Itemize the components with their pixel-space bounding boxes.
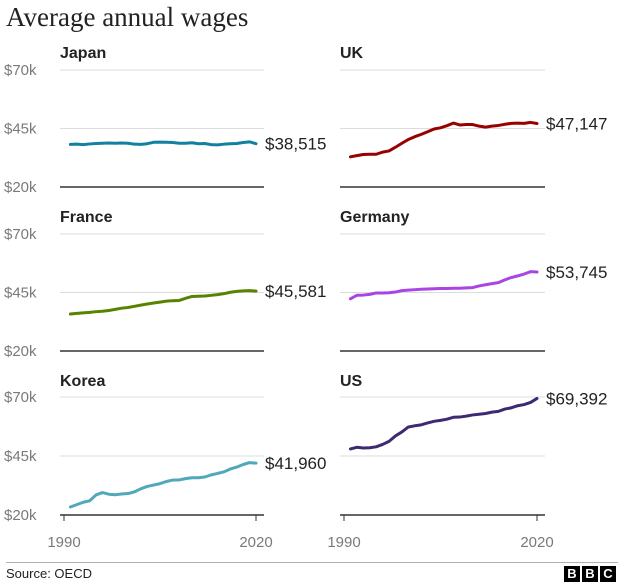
panel-uk: UK $47,147 bbox=[340, 45, 607, 188]
x-tick-label: 2020 bbox=[239, 534, 272, 551]
small-multiples-chart: $20k $45k $70k Japan $38,515 UK $47,147 $20k $45… bbox=[4, 45, 607, 551]
source-note: Source: OECD bbox=[6, 566, 92, 581]
y-tick-label: $20k bbox=[4, 507, 37, 524]
y-tick-label: $20k bbox=[4, 343, 37, 360]
y-tick-label: $70k bbox=[4, 389, 37, 406]
y-tick-label: $45k bbox=[4, 285, 37, 302]
end-value-label-us: $69,392 bbox=[546, 389, 607, 408]
x-tick-label: 1990 bbox=[47, 534, 80, 551]
panel-us: US $69,392 bbox=[340, 373, 607, 516]
series-line-uk bbox=[348, 120, 539, 159]
bbc-logo-letter-1: B bbox=[564, 566, 580, 582]
bbc-logo-letter-2: B bbox=[582, 566, 598, 582]
series-line-japan bbox=[68, 140, 258, 147]
x-tick-label: 2020 bbox=[520, 534, 553, 551]
x-axis-right: 1990 2020 bbox=[327, 515, 554, 551]
bbc-logo-letter-3: C bbox=[600, 566, 616, 582]
chart-title: Average annual wages bbox=[6, 2, 249, 32]
y-tick-label: $70k bbox=[4, 226, 37, 243]
panel-title-us: US bbox=[340, 373, 363, 390]
end-value-label-france: $45,581 bbox=[265, 282, 326, 301]
panel-title-germany: Germany bbox=[340, 209, 409, 226]
end-value-label-uk: $47,147 bbox=[546, 114, 607, 133]
y-tick-label: $70k bbox=[4, 62, 37, 79]
y-tick-label: $20k bbox=[4, 179, 37, 196]
end-value-label-germany: $53,745 bbox=[546, 263, 607, 282]
series-line-france bbox=[68, 289, 258, 316]
x-axis-left: 1990 2020 bbox=[47, 515, 273, 551]
footer-divider bbox=[6, 562, 618, 563]
y-tick-label: $45k bbox=[4, 121, 37, 138]
end-value-label-japan: $38,515 bbox=[265, 135, 326, 154]
y-tick-label: $45k bbox=[4, 448, 37, 465]
panel-title-japan: Japan bbox=[60, 45, 106, 62]
series-line-korea bbox=[68, 461, 258, 509]
end-value-label-korea: $41,960 bbox=[265, 454, 326, 473]
x-tick-label: 1990 bbox=[327, 534, 360, 551]
panel-germany: Germany $53,745 bbox=[340, 209, 607, 352]
panel-korea: $20k $45k $70k Korea $41,960 bbox=[4, 373, 326, 524]
panel-title-france: France bbox=[60, 209, 113, 226]
series-line-us bbox=[348, 396, 539, 451]
panel-japan: $20k $45k $70k Japan $38,515 bbox=[4, 45, 326, 196]
series-line-germany bbox=[348, 270, 539, 301]
panel-title-uk: UK bbox=[340, 45, 364, 62]
panel-france: $20k $45k $70k France $45,581 bbox=[4, 209, 326, 360]
bbc-logo: B B C bbox=[564, 566, 616, 582]
panel-title-korea: Korea bbox=[60, 373, 105, 390]
